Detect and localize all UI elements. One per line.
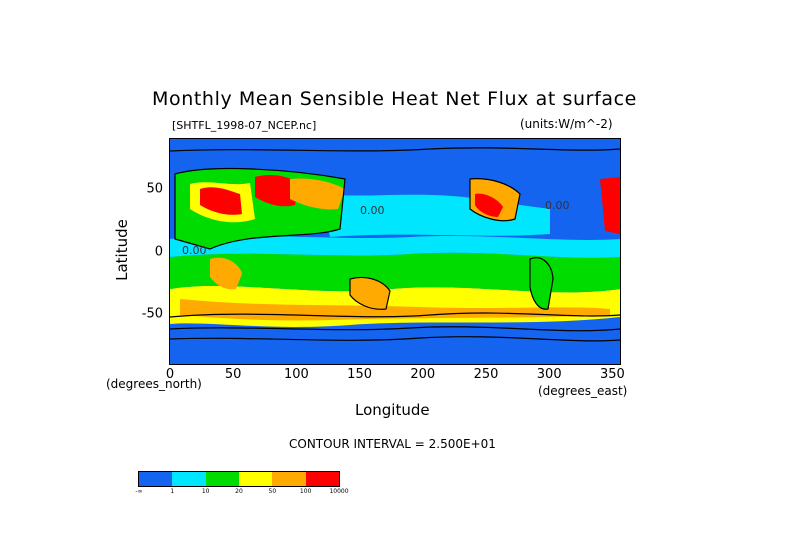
contour-line [469, 178, 521, 222]
colorbar-label: 50 [268, 488, 277, 495]
colorbar-segment [272, 472, 306, 486]
x-tick-label: 200 [410, 367, 436, 382]
map-label: 0.00 [360, 204, 385, 217]
map-label: 0.00 [182, 244, 207, 257]
north-america-red [475, 193, 503, 217]
x-tick-label: 0 [165, 367, 175, 382]
central-asia-orange [290, 178, 345, 210]
contour-lines [170, 147, 620, 342]
colorbar-label: -∞ [135, 488, 143, 495]
australia-orange [350, 277, 390, 310]
x-tick-label: 250 [473, 367, 499, 382]
contour-line [529, 257, 554, 310]
colorbar-segment [238, 472, 273, 486]
x-unit-label-east: (degrees_east) [538, 384, 628, 398]
contour-line [170, 147, 620, 152]
colorbar-segment [139, 472, 173, 486]
colorbar-label: 10000 [329, 488, 349, 495]
x-tick-label: 100 [283, 367, 309, 382]
map-title: Monthly Mean Sensible Heat Net Flux at s… [152, 88, 637, 110]
south-africa-orange [210, 257, 242, 290]
colorbar-segment [305, 472, 339, 486]
colorbar-segment [172, 472, 206, 486]
sahara-red [200, 187, 242, 215]
y-tick-label: 0 [154, 244, 163, 259]
contour-line [170, 326, 620, 332]
x-tick-label: 350 [599, 367, 625, 382]
colorbar [138, 471, 340, 487]
south-america-green [530, 257, 553, 310]
x-tick-label: 150 [347, 367, 373, 382]
x-tick-label: 300 [536, 367, 562, 382]
x-unit-label: (degrees_north) [106, 377, 202, 391]
contour-interval-label: CONTOUR INTERVAL = 2.500E+01 [289, 437, 496, 451]
units-label: (units:W/m^-2) [520, 117, 613, 131]
colorbar-label: 100 [299, 488, 312, 495]
tropical-green-band [170, 252, 620, 293]
y-tick-label: 50 [146, 181, 163, 197]
flux-map: 0.00 0.00 0.00 [170, 139, 620, 364]
contour-line [349, 276, 391, 310]
middle-east-red [255, 175, 300, 207]
y-tick-label: -50 [141, 306, 163, 322]
contour-line [170, 312, 620, 318]
y-axis-label: Latitude [113, 219, 131, 281]
map-plot: 0.00 0.00 0.00 [169, 138, 621, 365]
tropical-cyan-band [170, 235, 620, 258]
contour-line [174, 167, 346, 250]
file-label: [SHTFL_1998-07_NCEP.nc] [172, 119, 317, 132]
map-label: 0.00 [545, 199, 570, 212]
x-tick-label: 50 [224, 367, 242, 382]
x-axis-label: Longitude [355, 401, 430, 419]
colorbar-label: 20 [235, 488, 243, 495]
colorbar-segment [205, 472, 239, 486]
colorbar-label: 1 [170, 488, 175, 495]
contour-line [170, 336, 620, 342]
western-edge-red [600, 177, 620, 234]
colorbar-label: 10 [201, 488, 210, 495]
